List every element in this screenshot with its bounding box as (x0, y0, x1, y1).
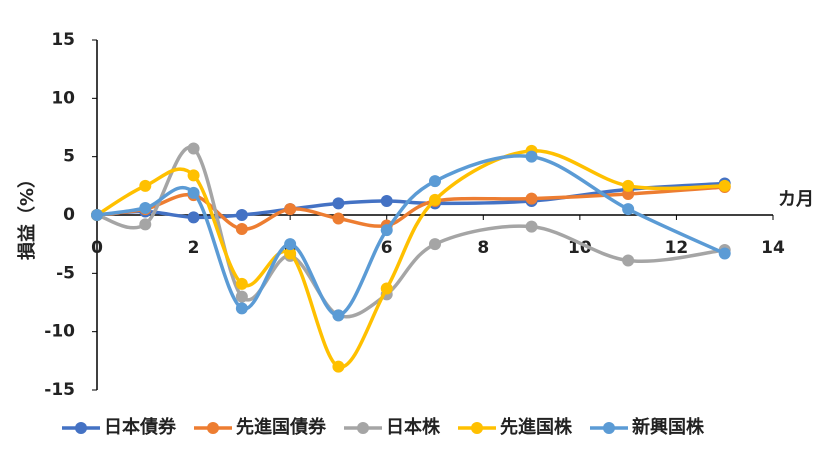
legend-label: 先進国株 (500, 416, 573, 438)
point (718, 247, 731, 260)
point (380, 282, 393, 295)
point (235, 277, 248, 290)
x-tick-label: 10 (568, 238, 592, 258)
y-tick-label: 5 (63, 147, 75, 167)
y-tick-label: 0 (63, 205, 75, 225)
y-tick-label: -15 (44, 380, 75, 400)
point (429, 238, 441, 251)
y-tick-label: 15 (51, 30, 75, 50)
point (187, 186, 200, 199)
legend-label: 新興国株 (632, 416, 705, 438)
x-tick-label: 6 (381, 238, 393, 258)
legend-label: 日本株 (386, 416, 441, 438)
point (380, 224, 393, 237)
point (139, 218, 152, 231)
point (284, 238, 297, 251)
x-axis-label: カ月 (778, 189, 814, 210)
point (429, 175, 441, 188)
point (187, 169, 200, 182)
x-tick-label: 0 (91, 238, 103, 258)
point (139, 179, 152, 192)
x-tick-label: 8 (477, 238, 489, 258)
x-tick-label: 14 (761, 238, 785, 258)
legend-label: 日本債券 (104, 416, 177, 438)
y-tick-label: -10 (44, 322, 75, 342)
point (235, 209, 248, 221)
legend-label: 先進国債券 (236, 416, 327, 438)
y-axis-label: 損益（%） (16, 170, 38, 260)
point (235, 223, 248, 235)
point (91, 209, 103, 221)
legend-marker (471, 422, 483, 434)
point (622, 254, 635, 267)
point (525, 150, 538, 163)
point (429, 193, 441, 206)
series-line (96, 185, 725, 231)
point (284, 247, 297, 260)
point (525, 192, 538, 205)
point (380, 195, 393, 207)
legend-marker (207, 422, 219, 434)
point (332, 360, 345, 373)
point (187, 211, 200, 224)
point (284, 203, 297, 216)
point (235, 302, 248, 315)
point (187, 142, 200, 155)
point (332, 212, 345, 225)
x-tick-label: 12 (665, 238, 689, 258)
legend-marker (75, 422, 87, 434)
point (235, 290, 248, 303)
legend-marker (603, 422, 615, 434)
point (622, 203, 635, 216)
legend-marker (357, 422, 369, 434)
point (525, 220, 538, 233)
y-tick-label: 10 (51, 88, 75, 108)
point (718, 179, 731, 192)
point (332, 309, 345, 322)
point (622, 179, 635, 192)
x-tick-label: 2 (188, 238, 200, 258)
y-tick-label: -5 (56, 263, 75, 283)
point (332, 197, 345, 210)
point (139, 202, 152, 214)
